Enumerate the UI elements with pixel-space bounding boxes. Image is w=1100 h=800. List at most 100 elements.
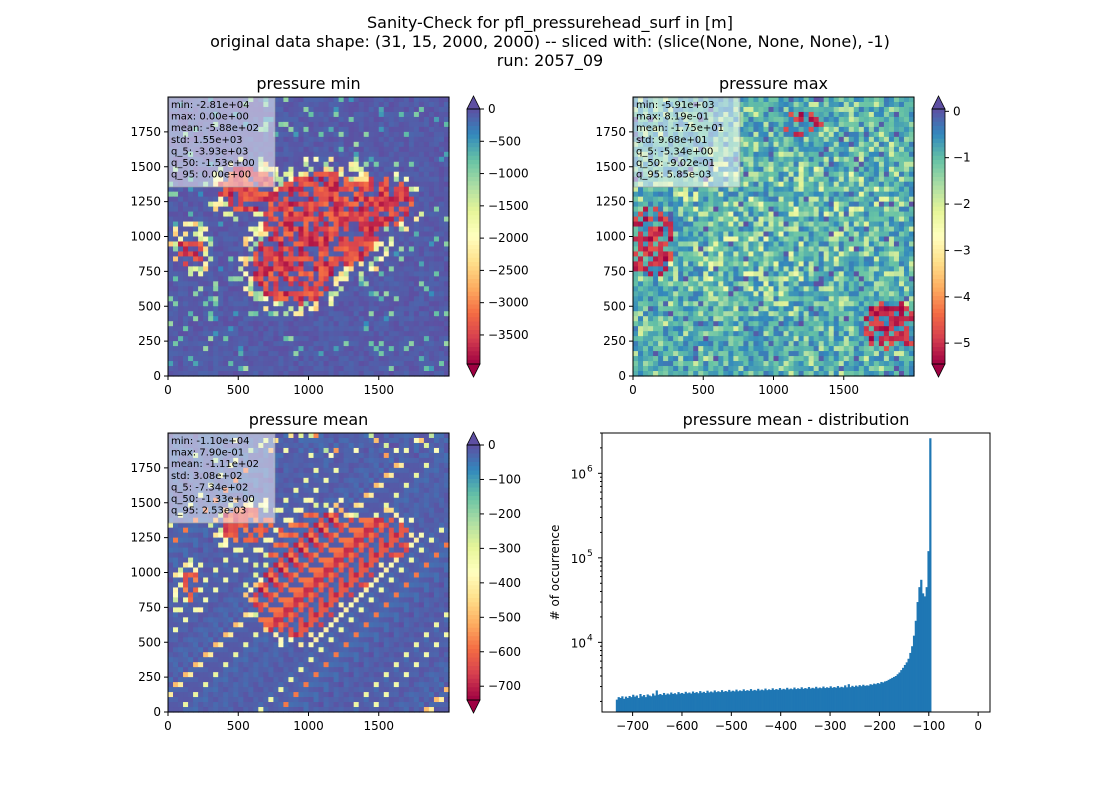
y-tick-label: 0: [153, 705, 161, 719]
histogram-bar: [833, 687, 836, 712]
colorbar-extend-bottom: [931, 363, 946, 378]
histogram-bar: [873, 683, 876, 712]
histogram-bar: [624, 696, 628, 712]
colorbar-tick-label: −600: [488, 645, 521, 659]
histogram-bar: [798, 688, 802, 712]
stats-line: min: -5.91e+03: [636, 100, 715, 111]
panel-title: pressure max: [719, 74, 828, 93]
histogram-bar: [816, 688, 820, 712]
histogram-bar: [789, 688, 792, 712]
stats-line: min: -2.81e+04: [171, 100, 250, 111]
histogram-bar: [679, 693, 682, 712]
histogram-bar: [780, 689, 783, 712]
stats-box: [168, 433, 276, 524]
histogram-bar: [809, 688, 812, 712]
colorbar-frame: [466, 444, 481, 701]
histogram-bar: [699, 691, 702, 712]
x-tick-label: −700: [616, 719, 649, 733]
histogram-bar: [929, 438, 932, 712]
histogram-bar: [668, 694, 671, 712]
colorbar-tick-label: −500: [488, 134, 521, 148]
y-tick-label: 500: [138, 635, 161, 649]
y-tick-label: 750: [138, 264, 161, 278]
x-tick-label: 500: [227, 719, 250, 733]
panel-title: pressure mean - distribution: [683, 410, 910, 429]
y-tick-label: 10: [571, 636, 586, 650]
histogram-bar: [927, 551, 930, 712]
colorbar-extend-top: [931, 95, 946, 110]
histogram-bar: [768, 689, 771, 712]
stats-line: q_5: -5.34e+00: [636, 146, 713, 157]
histogram-bar: [708, 692, 711, 712]
stats-line: q_95: 2.53e-03: [171, 506, 246, 517]
histogram-bar: [778, 688, 782, 712]
histogram-bar: [845, 687, 849, 712]
x-tick-label: −300: [814, 719, 847, 733]
colorbar-extend-top: [466, 95, 481, 110]
histogram-bar: [898, 672, 901, 712]
histogram-bar: [688, 692, 691, 712]
colorbar-tick-label: −300: [488, 541, 521, 555]
y-tick-exponent: 5: [587, 549, 593, 559]
histogram-bar: [737, 691, 740, 712]
histogram-bar: [693, 692, 696, 712]
histogram-bars: [615, 438, 932, 712]
histogram-bar: [862, 684, 865, 712]
x-tick-label: 0: [164, 383, 172, 397]
histogram-bar: [619, 697, 622, 712]
histogram-bar: [760, 689, 763, 712]
y-tick-label: 1750: [130, 125, 161, 139]
histogram-bar: [914, 620, 917, 712]
histogram-bar: [623, 698, 626, 712]
stats-line: mean: -1.11e+02: [171, 459, 259, 470]
histogram-bar: [648, 695, 651, 712]
stats-line: std: 3.08e+02: [171, 471, 243, 482]
histogram-bar: [615, 699, 619, 712]
histogram-bar: [782, 688, 785, 712]
histogram-bar: [900, 670, 903, 712]
histogram-bar: [804, 688, 807, 712]
y-tick-label: 1000: [130, 566, 161, 580]
histogram-bar: [876, 683, 879, 712]
y-tick-label: 750: [603, 264, 626, 278]
histogram-bar: [835, 687, 838, 712]
histogram-bar: [686, 693, 689, 712]
histogram-bar: [824, 688, 827, 712]
colorbar-tick-label: 0: [488, 438, 496, 452]
histogram-bar: [925, 587, 928, 712]
histogram-bar: [864, 685, 867, 712]
histogram-bar: [757, 688, 760, 712]
histogram-bar: [784, 689, 787, 712]
y-tick-label: 1750: [130, 461, 161, 475]
colorbar-tick-label: −2500: [488, 263, 529, 277]
histogram-bar: [661, 695, 664, 712]
histogram-bar: [853, 686, 856, 712]
y-tick-label: 1250: [130, 195, 161, 209]
histogram-bar: [825, 687, 829, 712]
colorbar-tick-label: −3500: [488, 328, 529, 342]
x-tick-label: −500: [715, 719, 748, 733]
colorbar-tick-label: −4: [953, 290, 971, 304]
colorbar-tick-label: −500: [488, 610, 521, 624]
histogram-bar: [896, 674, 899, 712]
x-tick-label: 0: [164, 719, 172, 733]
y-tick-label: 250: [138, 670, 161, 684]
y-tick-exponent: 6: [587, 464, 593, 474]
histogram-bar: [650, 696, 653, 712]
histogram-bar: [880, 681, 883, 712]
figure-title-line-3: run: 2057_09: [496, 51, 604, 70]
histogram-bar: [795, 689, 798, 712]
histogram-bar: [800, 687, 803, 712]
colorbar-tick-label: −3000: [488, 296, 529, 310]
histogram-bar: [771, 688, 774, 712]
x-tick-label: 1000: [758, 383, 789, 397]
histogram-bar: [811, 687, 814, 712]
y-tick-label: 0: [618, 369, 626, 383]
histogram-bar: [671, 693, 675, 712]
histogram-bar: [916, 602, 919, 712]
x-tick-label: −100: [912, 719, 945, 733]
histogram-bar: [818, 687, 821, 712]
histogram-frame: [601, 432, 991, 713]
histogram-bar: [755, 690, 758, 712]
y-tick-label: 1500: [130, 160, 161, 174]
